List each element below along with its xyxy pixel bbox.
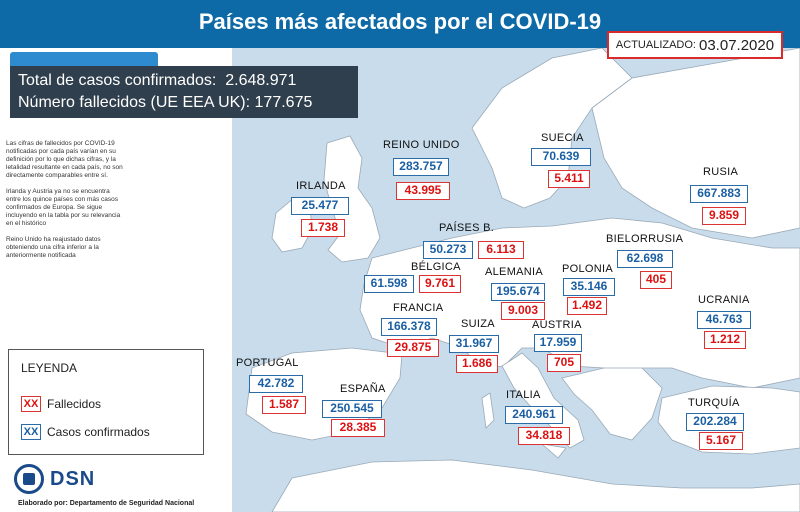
deaths-box-espana: 28.385 — [331, 419, 385, 437]
country-label-belgica: BÉLGICA — [411, 261, 461, 273]
note-2: Irlanda y Austria ya no se encuentra ent… — [6, 188, 121, 227]
country-label-suiza: SUIZA — [461, 318, 495, 330]
country-label-italia: ITALIA — [506, 389, 541, 401]
deaths-box-bielorrusia: 405 — [640, 271, 672, 289]
total-confirmed-line: Total de casos confirmados: 2.648.971 — [18, 70, 350, 92]
total-confirmed-value: 2.648.971 — [225, 72, 297, 89]
deaths-box-alemania: 9.003 — [501, 302, 545, 320]
logo-text: DSN — [50, 467, 96, 490]
confirmed-box-suecia: 70.639 — [531, 148, 591, 166]
country-label-austria: AUSTRIA — [532, 319, 582, 331]
country-label-alemania: ALEMANIA — [485, 266, 544, 278]
total-deaths-label: Número fallecidos (UE EEA UK): — [18, 94, 251, 111]
updated-badge: ACTUALIZADO: 03.07.2020 — [607, 31, 783, 59]
confirmed-box-irlanda: 25.477 — [291, 197, 349, 215]
legend-deaths-label: Fallecidos — [47, 397, 102, 411]
confirmed-box-portugal: 42.782 — [249, 375, 303, 393]
confirmed-box-turquia: 202.284 — [686, 413, 744, 431]
legend-confirmed-swatch: XX — [21, 424, 41, 440]
confirmed-box-suiza: 31.967 — [449, 335, 499, 353]
country-label-irlanda: IRLANDA — [296, 180, 346, 192]
deaths-box-suiza: 1.686 — [456, 355, 498, 373]
deaths-box-paises-bajos: 6.113 — [478, 241, 524, 259]
country-label-bielorrusia: BIELORRUSIA — [606, 233, 684, 245]
deaths-box-polonia: 1.492 — [567, 297, 607, 315]
legend-confirmed: XX Casos confirmados — [21, 424, 150, 440]
deaths-box-belgica: 9.761 — [419, 275, 461, 293]
deaths-box-austria: 705 — [547, 354, 581, 372]
legend-confirmed-label: Casos confirmados — [47, 425, 150, 439]
country-label-ucrania: UCRANIA — [698, 294, 750, 306]
confirmed-box-alemania: 195.674 — [491, 283, 545, 301]
deaths-box-italia: 34.818 — [518, 427, 570, 445]
confirmed-box-belgica: 61.598 — [364, 275, 414, 293]
credit-line: Elaborado por: Departamento de Seguridad… — [18, 500, 195, 507]
deaths-box-ucrania: 1.212 — [704, 331, 746, 349]
country-label-francia: FRANCIA — [393, 302, 444, 314]
country-label-portugal: PORTUGAL — [236, 357, 299, 369]
confirmed-box-bielorrusia: 62.698 — [617, 250, 673, 268]
legend-deaths-swatch: XX — [21, 396, 41, 412]
legend-deaths: XX Fallecidos — [21, 396, 101, 412]
country-label-suecia: SUECIA — [541, 132, 584, 144]
legend-title: LEYENDA — [21, 361, 78, 375]
country-label-polonia: POLONIA — [562, 263, 614, 275]
confirmed-box-reino-unido: 283.757 — [393, 158, 449, 176]
confirmed-box-rusia: 667.883 — [690, 185, 748, 203]
confirmed-box-paises-bajos: 50.273 — [423, 241, 473, 259]
updated-label: ACTUALIZADO: — [615, 39, 696, 51]
confirmed-box-polonia: 35.146 — [563, 278, 615, 296]
deaths-box-irlanda: 1.738 — [301, 219, 345, 237]
deaths-box-portugal: 1.587 — [262, 396, 306, 414]
confirmed-box-francia: 166.378 — [381, 318, 437, 336]
confirmed-box-italia: 240.961 — [505, 406, 563, 424]
updated-date: 03.07.2020 — [699, 36, 775, 54]
note-3: Reino Unido ha reajustado datos obtenien… — [6, 236, 101, 259]
deaths-box-turquia: 5.167 — [699, 432, 743, 450]
confirmed-box-austria: 17.959 — [534, 334, 582, 352]
total-deaths-value: 177.675 — [254, 94, 313, 111]
notes: Las cifras de fallecidos por COVID-19 no… — [6, 140, 124, 268]
page-title: Países más afectados por el COVID-19 — [198, 9, 602, 34]
deaths-box-francia: 29.875 — [387, 339, 439, 357]
totals-tab — [10, 52, 158, 66]
confirmed-box-ucrania: 46.763 — [697, 311, 751, 329]
seal-icon — [14, 464, 44, 494]
deaths-box-reino-unido: 43.995 — [396, 182, 450, 200]
country-label-paises-bajos: PAÍSES B. — [439, 222, 495, 234]
total-confirmed-label: Total de casos confirmados: — [18, 72, 217, 89]
deaths-box-rusia: 9.859 — [702, 207, 746, 225]
total-deaths-line: Número fallecidos (UE EEA UK): 177.675 — [18, 92, 350, 114]
country-label-reino-unido: REINO UNIDO — [383, 139, 460, 151]
country-label-espana: ESPAÑA — [340, 383, 386, 395]
country-label-turquia: TURQUÍA — [688, 397, 740, 409]
note-1: Las cifras de fallecidos por COVID-19 no… — [6, 140, 123, 179]
legend: LEYENDA XX Fallecidos XX Casos confirmad… — [8, 349, 204, 455]
deaths-box-suecia: 5.411 — [548, 170, 590, 188]
country-label-rusia: RUSIA — [703, 166, 739, 178]
confirmed-box-espana: 250.545 — [322, 400, 382, 418]
totals-box: Total de casos confirmados: 2.648.971 Nú… — [10, 66, 358, 118]
dsn-logo: DSN — [14, 464, 95, 494]
